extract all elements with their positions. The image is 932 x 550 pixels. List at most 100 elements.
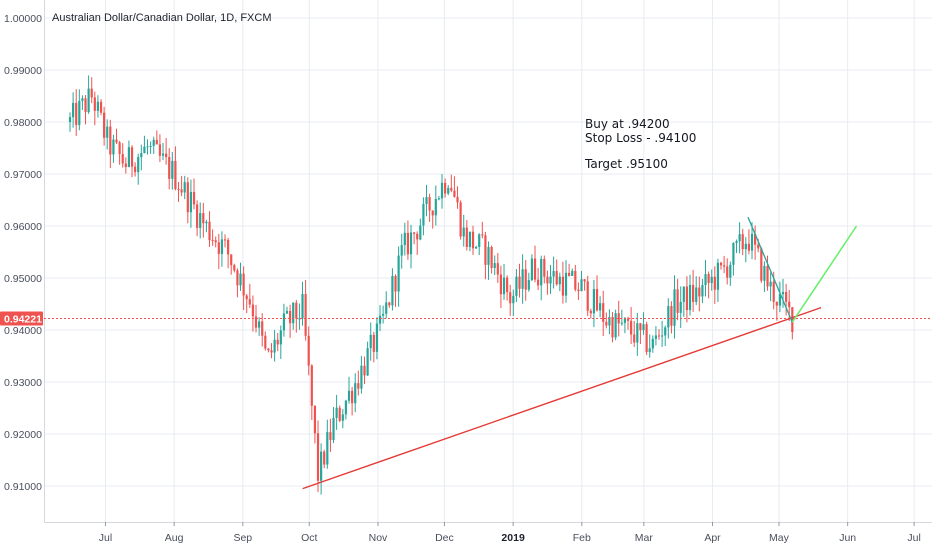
- candle-body: [506, 277, 509, 293]
- candle-body: [688, 284, 692, 311]
- candle-body: [633, 334, 636, 343]
- candle-body: [168, 157, 171, 179]
- candle-body: [695, 287, 698, 302]
- svg-text:0.94221: 0.94221: [4, 314, 42, 326]
- candle-body: [409, 232, 413, 255]
- candle-body: [301, 293, 304, 319]
- candle-body: [90, 88, 93, 98]
- candle-body: [171, 160, 174, 179]
- candle-body: [450, 187, 453, 191]
- candle-body: [196, 204, 199, 228]
- candle-body: [106, 126, 109, 138]
- candle-body: [701, 285, 704, 297]
- support-trendline[interactable]: [302, 306, 822, 490]
- candle-body: [726, 266, 729, 278]
- candle-body: [81, 98, 84, 101]
- candle-body: [617, 313, 620, 324]
- candle-body: [431, 210, 434, 216]
- candle-body: [155, 139, 158, 145]
- candle-body: [611, 317, 614, 338]
- candle-body: [698, 287, 701, 297]
- candle-body: [775, 301, 778, 306]
- candle-body: [574, 270, 577, 290]
- candle-body: [127, 147, 131, 167]
- candle-body: [651, 338, 654, 349]
- candle-body: [710, 276, 713, 284]
- candle-body: [437, 198, 441, 200]
- candle-body: [524, 269, 527, 290]
- candle-body: [747, 243, 751, 251]
- candle-body: [264, 335, 267, 349]
- candle-body: [763, 265, 766, 281]
- candle-body: [434, 198, 437, 216]
- y-tick-label: 0.91000: [4, 481, 42, 493]
- candle-body: [351, 390, 354, 404]
- candle-body: [754, 233, 757, 245]
- annotation-line: Buy at .94200: [585, 117, 670, 131]
- candle-body: [772, 281, 775, 302]
- candle-body: [456, 196, 459, 203]
- trade-annotation: Buy at .94200 Stop Loss - .94100 Target …: [584, 117, 696, 171]
- candle-body: [639, 323, 642, 331]
- candle-body: [96, 101, 100, 111]
- candle-body: [103, 112, 106, 138]
- candle-body: [149, 145, 152, 147]
- candle-body: [189, 191, 193, 213]
- candle-body: [124, 163, 127, 167]
- candle-body: [375, 323, 379, 352]
- candle-body: [707, 274, 710, 284]
- candle-body: [165, 153, 168, 158]
- candle-body: [769, 281, 772, 287]
- candle-body: [186, 182, 189, 213]
- candle-body: [549, 276, 552, 284]
- candle-body: [605, 321, 608, 326]
- candle-body: [428, 197, 431, 211]
- candle-body: [140, 153, 143, 158]
- candle-body: [233, 265, 236, 271]
- candle-body: [161, 153, 165, 156]
- candle-body: [112, 139, 115, 155]
- candle-body: [589, 310, 592, 314]
- candle-body: [760, 248, 763, 281]
- candle-body: [478, 234, 481, 247]
- candle-body: [592, 289, 596, 314]
- candle-body: [366, 348, 369, 376]
- candle-body: [230, 254, 233, 266]
- candle-body: [750, 233, 754, 251]
- candle-body: [338, 407, 341, 421]
- annotation-line: Stop Loss - .94100: [585, 131, 696, 145]
- candle-body: [648, 348, 651, 353]
- candle-body: [118, 142, 121, 155]
- chart-title: Australian Dollar/Canadian Dollar, 1D, F…: [52, 12, 271, 24]
- y-tick-label: 0.93000: [4, 377, 42, 389]
- candle-body: [254, 316, 258, 328]
- candle-body: [540, 259, 543, 286]
- candle-body: [406, 232, 410, 255]
- x-tick-label: Jun: [839, 532, 856, 544]
- candle-body: [258, 321, 261, 328]
- candle-body: [493, 263, 496, 268]
- candle-body: [326, 432, 329, 465]
- candle-body: [357, 383, 360, 389]
- candle-body: [313, 405, 317, 434]
- candle-body: [282, 313, 286, 331]
- candle-body: [661, 335, 664, 337]
- projection-down-line[interactable]: [747, 216, 793, 323]
- projection-up-line[interactable]: [791, 225, 858, 323]
- candle-body: [757, 244, 760, 249]
- candle-body: [183, 182, 186, 193]
- candle-body: [623, 318, 627, 323]
- y-tick-label: 0.99000: [4, 65, 42, 77]
- candle-body: [530, 258, 534, 281]
- candle-body: [341, 414, 344, 421]
- candle-body: [335, 407, 338, 418]
- candle-body: [468, 231, 472, 247]
- candle-body: [99, 101, 103, 113]
- candle-body: [564, 272, 568, 296]
- candle-body: [285, 310, 289, 314]
- candle-body: [214, 240, 217, 243]
- candle-body: [521, 269, 524, 289]
- candle-body: [382, 313, 385, 316]
- x-tick-label: Nov: [369, 532, 388, 544]
